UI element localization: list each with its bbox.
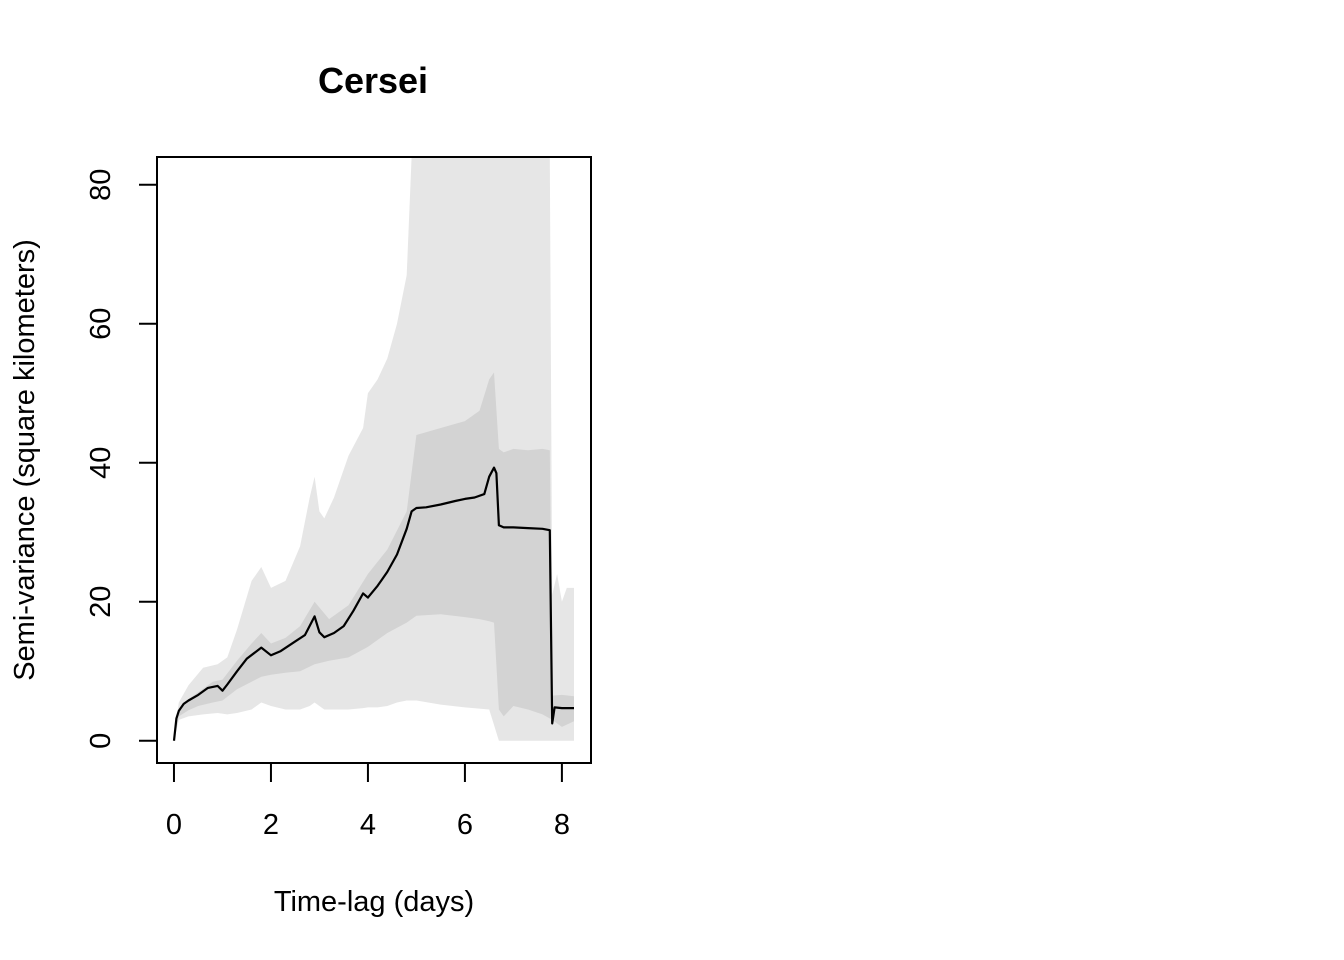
y-axis-label: Semi-variance (square kilometers) xyxy=(9,239,41,681)
y-tick-label: 40 xyxy=(85,447,117,479)
x-axis: 0 2 4 6 8 xyxy=(166,762,570,841)
y-tick-label: 80 xyxy=(85,169,117,201)
y-tick-label: 60 xyxy=(85,308,117,340)
x-tick-label: 2 xyxy=(263,809,279,841)
y-tick-label: 0 xyxy=(85,733,117,749)
plot-area xyxy=(172,157,574,741)
x-tick-label: 0 xyxy=(166,809,182,841)
semivariance-line xyxy=(172,466,574,741)
y-axis: 0 20 40 60 80 xyxy=(85,169,158,749)
x-tick-label: 4 xyxy=(360,809,376,841)
y-tick-label: 20 xyxy=(85,586,117,618)
inner-confidence-band xyxy=(174,372,574,741)
x-tick-label: 8 xyxy=(554,809,570,841)
chart-title: Cersei xyxy=(318,60,428,101)
x-axis-label: Time-lag (days) xyxy=(274,886,474,918)
x-tick-label: 6 xyxy=(457,809,473,841)
